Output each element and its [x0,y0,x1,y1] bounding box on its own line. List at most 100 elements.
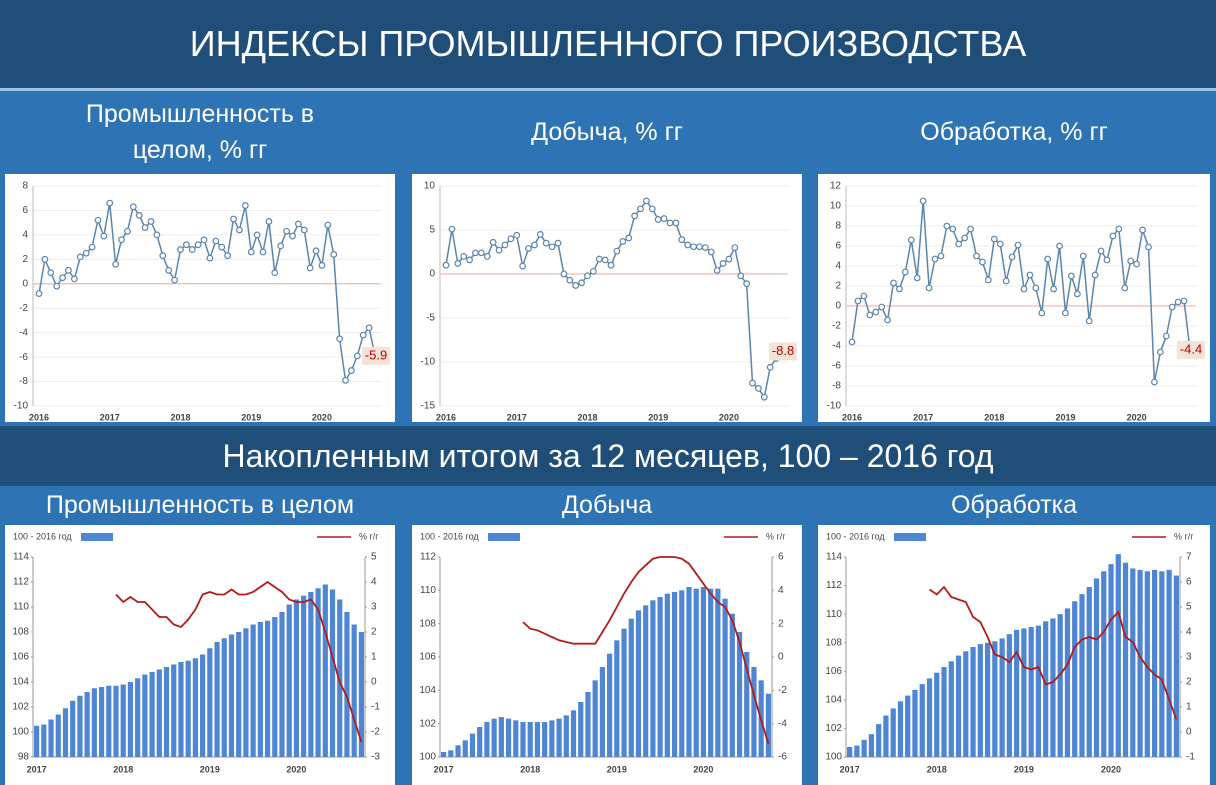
y-tick-label: 6 [835,241,841,252]
line [851,200,1191,383]
x-tick-label: 2019 [1055,412,1075,422]
bar [1159,571,1165,757]
x-tick-label: 2018 [170,412,190,422]
bar [455,745,461,757]
y2-tick-label: -2 [371,727,380,738]
marker [690,243,697,251]
bar [948,661,954,757]
marker [672,219,680,227]
y-tick-label: 110 [13,602,29,613]
bar [722,598,728,757]
bar [941,667,947,757]
y-tick-label: 114 [826,552,842,563]
marker [1050,285,1058,293]
annotation-box [769,342,797,361]
marker [961,234,969,242]
x-tick-label: 2016 [29,412,49,422]
x-tick-label: 2017 [100,412,120,422]
y2-tick-label: 2 [778,618,784,629]
bar [977,644,983,757]
annotation: -8.8 [772,343,794,358]
marker [955,240,963,248]
y2-tick-label: 2 [1186,677,1192,688]
marker [707,248,715,256]
marker [601,256,609,264]
bar [156,669,162,757]
bar [765,693,771,757]
bar [664,593,670,757]
marker [236,226,243,234]
legend-swatch [488,533,520,541]
y-tick-label: 100 [419,752,436,763]
bar [308,592,314,757]
marker [460,252,468,260]
marker [1032,284,1040,292]
x-tick-label: 2018 [984,412,1004,422]
x-tick-label: 2017 [913,412,933,422]
bar [178,662,184,757]
bar [643,605,649,757]
bar [599,667,605,757]
annotation-box [362,346,390,365]
bar [1166,569,1172,757]
y-tick-label: -5 [426,313,435,324]
y-tick-label: 4 [835,261,841,272]
bar [337,599,343,757]
bar [847,747,853,757]
bar [1101,571,1107,757]
marker [353,352,361,360]
line [928,585,1178,720]
bar [462,740,468,757]
marker [613,247,621,255]
marker [896,285,903,293]
marker [990,235,998,243]
bar [890,708,896,757]
y-tick-label: -4 [832,341,841,352]
y-tick-label: -4 [19,327,28,338]
y2-tick-label: 1 [371,652,377,663]
legend-label: 100 - 2016 год [13,531,72,541]
marker [943,222,951,230]
bar [592,680,598,757]
chart: 100 102 104 106 108 110 112 -6 -4 -2 0 2 4 6 2017 2018 2… [412,525,802,785]
chart: 100 102 104 106 108 110 112 114 -1 0 1 2 3 4 5 6 7 2017 20… [818,525,1210,785]
marker [666,219,674,227]
bar [1072,601,1078,757]
marker [866,311,874,319]
bar [1115,554,1121,757]
marker [306,264,314,272]
bar [484,722,490,757]
marker [678,236,686,244]
y2-tick-label: 5 [1186,602,1192,613]
bar [513,720,519,757]
y-tick-label: 108 [419,618,436,629]
marker [525,245,532,252]
marker [542,239,550,247]
chart-title: Промышленность в целом, % гг [85,100,315,164]
legend-label: 100 - 2016 год [826,531,885,541]
bar [897,701,904,757]
bar [549,720,555,757]
marker [135,211,143,219]
x-tick-label: 2019 [648,412,668,422]
line [38,202,376,383]
bar [84,692,90,757]
marker [560,270,568,278]
x-tick-label: 2020 [1101,764,1121,774]
marker [330,251,338,258]
marker [967,225,974,233]
marker [737,272,745,280]
bar [1043,621,1049,757]
y2-tick-label: 6 [778,552,784,563]
bar [272,617,278,757]
bar [970,647,976,757]
marker [212,237,220,245]
bar [628,618,634,757]
marker [619,238,627,245]
marker [495,246,503,254]
bar [192,658,198,757]
marker [365,324,373,332]
y-tick-label: 112 [13,577,29,588]
y-tick-label: -10 [827,401,842,412]
